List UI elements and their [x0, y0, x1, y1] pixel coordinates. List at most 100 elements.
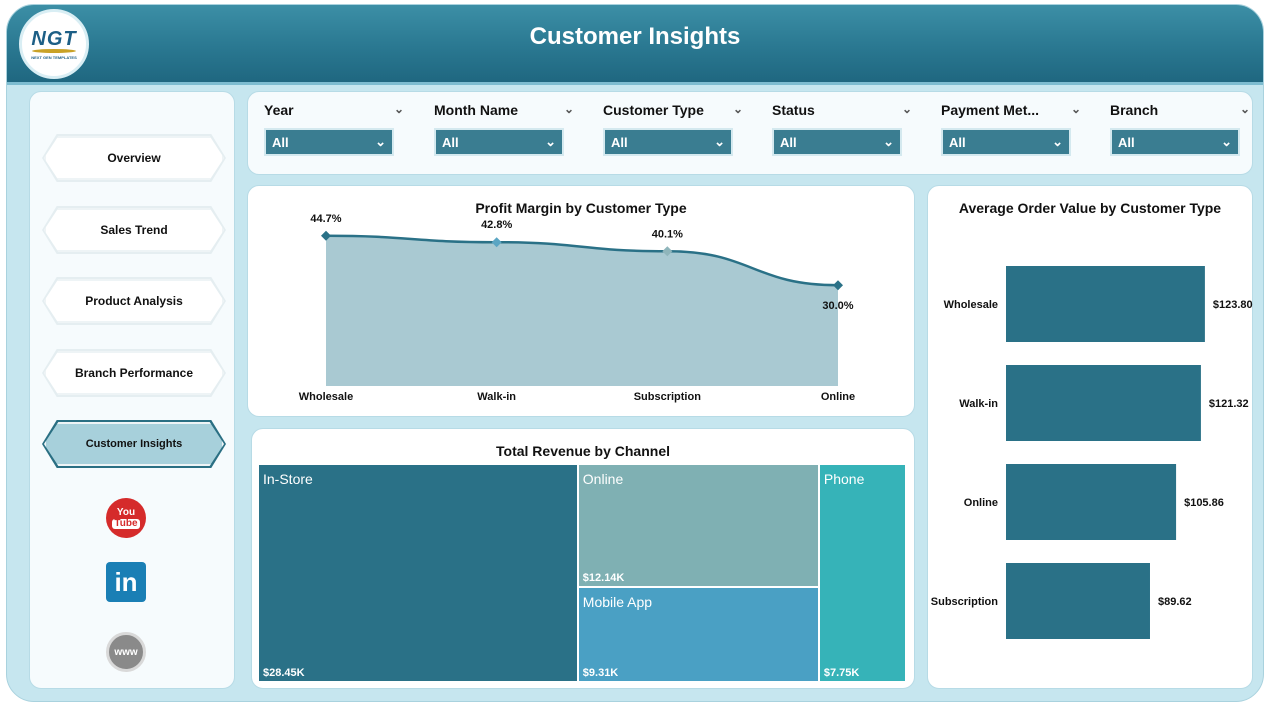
year-dropdown[interactable]: All ⌄	[264, 128, 394, 156]
data-point	[321, 230, 331, 241]
filter-label-text: Year	[264, 102, 294, 118]
series-line	[325, 234, 839, 287]
dropdown-value: All	[949, 134, 966, 150]
nav-button-product-analysis[interactable]: Product Analysis	[44, 279, 224, 323]
youtube-icon[interactable]: You Tube	[106, 498, 146, 538]
data-point	[662, 246, 673, 257]
filter-status: Status ⌄ All ⌄	[772, 102, 912, 156]
data-label: 40.1%	[652, 228, 683, 240]
filter-label-text: Month Name	[434, 102, 518, 118]
logo-mark: NGT	[31, 28, 77, 50]
chevron-down-icon[interactable]: ⌄	[393, 102, 404, 116]
treemap-cell-phone[interactable]: Phone $7.75K	[819, 465, 905, 681]
header-bar: NGT NEXT GEN TEMPLATES Customer Insights	[7, 5, 1263, 85]
youtube-text: You	[116, 506, 136, 518]
filter-label-year: Year ⌄	[264, 102, 404, 122]
data-point	[833, 280, 843, 291]
chevron-down-icon[interactable]: ⌄	[732, 102, 743, 116]
filter-payment-method: Payment Met... ⌄ All ⌄	[941, 102, 1081, 156]
website-text: www	[114, 646, 138, 658]
y-tick-label: Subscription	[931, 596, 999, 608]
website-globe-icon[interactable]: www	[106, 632, 146, 672]
filter-label-customer-type: Customer Type ⌄	[603, 102, 743, 122]
treemap-category-label: Mobile App	[582, 594, 653, 611]
dropdown-value: All	[272, 134, 289, 150]
filter-label-text: Branch	[1110, 102, 1159, 118]
bar	[1006, 365, 1201, 441]
filter-label-text: Customer Type	[603, 102, 704, 118]
dropdown-value: All	[611, 134, 628, 150]
treemap-cell-online[interactable]: Online $12.14K	[578, 465, 818, 587]
logo-swoosh	[32, 49, 76, 53]
logo-subtext: NEXT GEN TEMPLATES	[31, 55, 77, 60]
chevron-down-icon[interactable]: ⌄	[563, 102, 574, 116]
x-tick-label: Online	[821, 391, 855, 403]
filter-label-text: Payment Met...	[941, 102, 1040, 118]
filter-label-branch: Branch ⌄	[1110, 102, 1250, 122]
data-label: $89.62	[1158, 596, 1192, 608]
chevron-down-icon[interactable]: ⌄	[1070, 102, 1081, 116]
ngt-logo: NGT NEXT GEN TEMPLATES	[19, 9, 89, 79]
total-revenue-card: Total Revenue by Channel In-Store $28.45K…	[251, 428, 915, 689]
chevron-down-icon: ⌄	[1052, 134, 1063, 149]
avg-order-value-card: Average Order Value by Customer Type Who…	[927, 185, 1253, 689]
bar	[1006, 563, 1150, 639]
filter-label-payment: Payment Met... ⌄	[941, 102, 1081, 122]
treemap-category-label: Phone	[823, 471, 865, 487]
nav-button-sales-trend[interactable]: Sales Trend	[44, 208, 224, 252]
treemap-category-label: In-Store	[263, 471, 313, 487]
bar	[1006, 266, 1205, 342]
month-name-dropdown[interactable]: All ⌄	[434, 128, 564, 156]
chevron-down-icon[interactable]: ⌄	[1239, 102, 1250, 116]
sidebar-nav: Overview Sales Trend Product Analysis Br…	[29, 91, 235, 689]
data-label: 30.0%	[822, 300, 853, 312]
x-tick-label: Wholesale	[299, 391, 353, 403]
chevron-down-icon[interactable]: ⌄	[901, 102, 912, 116]
treemap-value-label: $7.75K	[823, 667, 860, 679]
treemap-value-label: $9.31K	[582, 666, 619, 679]
nav-button-branch-performance[interactable]: Branch Performance	[44, 351, 224, 395]
chart-title: Profit Margin by Customer Type	[475, 200, 687, 216]
area-fill	[326, 235, 838, 386]
treemap-value-label: $12.14K	[582, 572, 625, 585]
y-tick-label: Wholesale	[944, 299, 998, 311]
profit-margin-card: Profit Margin by Customer Type 44.7% Whol…	[247, 185, 915, 417]
treemap-cell-mobile-app[interactable]: Mobile App $9.31K	[578, 588, 818, 681]
chevron-down-icon: ⌄	[883, 134, 894, 149]
revenue-treemap: In-Store $28.45K Online $12.14K Mobile App $9…	[258, 464, 906, 682]
data-point	[491, 237, 502, 248]
filter-panel: Year ⌄ All ⌄ Month Name ⌄ All ⌄ Customer Typ…	[247, 91, 1253, 175]
nav-button-customer-insights[interactable]: Customer Insights	[44, 422, 224, 466]
dropdown-value: All	[442, 134, 459, 150]
profit-margin-chart: 44.7% Wholesale 42.8% Walk-in 40.1% Subscript…	[299, 213, 855, 403]
x-tick-label: Walk-in	[477, 391, 516, 403]
y-tick-label: Online	[964, 497, 998, 509]
status-dropdown[interactable]: All ⌄	[772, 128, 902, 156]
filter-label-month: Month Name ⌄	[434, 102, 574, 122]
y-tick-label: Walk-in	[959, 398, 998, 410]
payment-method-dropdown[interactable]: All ⌄	[941, 128, 1071, 156]
youtube-tube-text: Tube	[112, 517, 140, 529]
filter-branch: Branch ⌄ All ⌄	[1110, 102, 1250, 156]
chevron-down-icon: ⌄	[714, 134, 725, 149]
dropdown-value: All	[1118, 134, 1135, 150]
linkedin-icon[interactable]: in	[106, 562, 146, 602]
treemap-category-label: Online	[582, 471, 624, 487]
dropdown-value: All	[780, 134, 797, 150]
page-title: Customer Insights	[529, 23, 741, 50]
data-label: 42.8%	[481, 219, 512, 231]
chevron-down-icon: ⌄	[1221, 134, 1232, 149]
data-label: $105.86	[1184, 497, 1224, 509]
chart-title: Total Revenue by Channel	[496, 443, 670, 459]
linkedin-text: in	[114, 566, 138, 597]
chevron-down-icon: ⌄	[545, 134, 556, 149]
filter-month-name: Month Name ⌄ All ⌄	[434, 102, 574, 156]
filter-label-status: Status ⌄	[772, 102, 912, 122]
customer-type-dropdown[interactable]: All ⌄	[603, 128, 733, 156]
branch-dropdown[interactable]: All ⌄	[1110, 128, 1240, 156]
nav-button-overview[interactable]: Overview	[44, 136, 224, 180]
treemap-cell-in-store[interactable]: In-Store $28.45K	[259, 465, 577, 681]
x-tick-label: Subscription	[634, 391, 702, 403]
filter-label-text: Status	[772, 102, 815, 118]
data-label: $121.32	[1209, 398, 1249, 410]
